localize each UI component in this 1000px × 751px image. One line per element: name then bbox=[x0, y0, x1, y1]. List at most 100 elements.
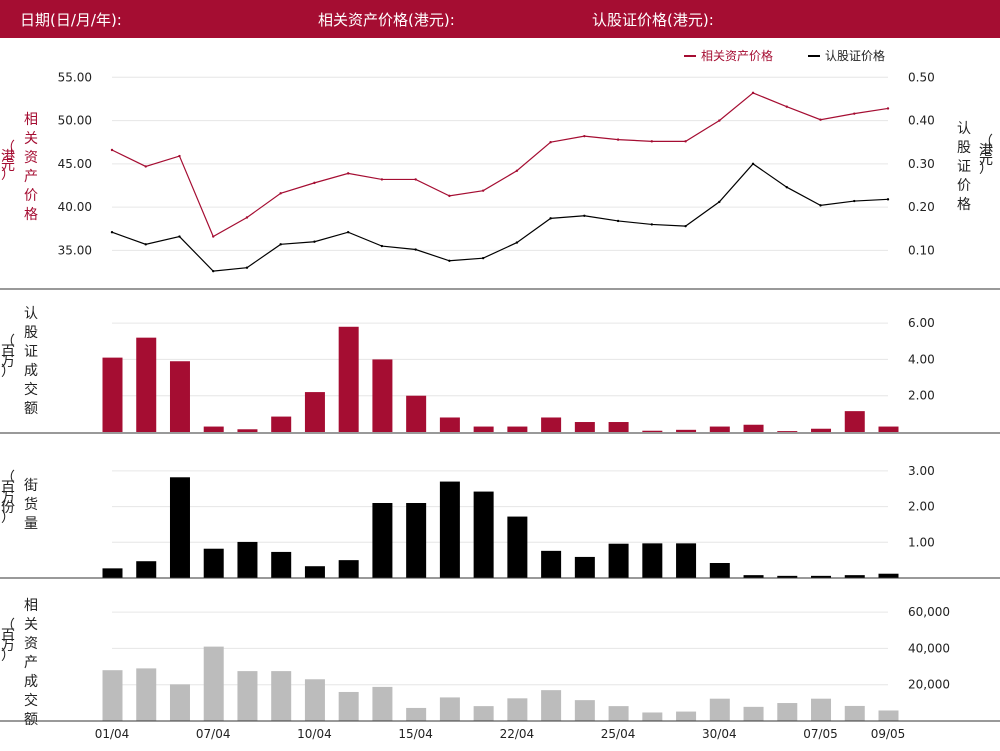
warrant-price-label: 认股证价格(港元): bbox=[592, 11, 714, 29]
y-left-axis-title: 价 bbox=[24, 188, 38, 204]
data-point bbox=[245, 266, 249, 269]
data-point bbox=[819, 204, 822, 207]
bar bbox=[304, 392, 325, 432]
y-right-axis-title: 股 bbox=[957, 140, 971, 156]
bar bbox=[439, 417, 460, 432]
y-right-axis-unit: 元 bbox=[979, 152, 993, 168]
y-left-axis-unit: 港 bbox=[1, 149, 15, 165]
data-point bbox=[515, 169, 519, 172]
y-left-axis-unit: 元 bbox=[1, 158, 15, 174]
data-point bbox=[346, 231, 350, 234]
bar bbox=[608, 706, 629, 721]
y-right-tick-label: 6.00 bbox=[908, 316, 935, 330]
bar bbox=[844, 705, 865, 721]
bar bbox=[676, 429, 697, 432]
y-axis-title-underlying-turnover-unit: 万 bbox=[1, 638, 15, 654]
y-left-axis-title: 相 bbox=[24, 112, 38, 128]
bar bbox=[574, 422, 595, 432]
bar bbox=[136, 337, 157, 432]
data-point bbox=[414, 178, 417, 181]
bar bbox=[406, 707, 427, 721]
y-right-tick-label: 1.00 bbox=[908, 535, 935, 549]
bar bbox=[608, 422, 629, 432]
y-right-tick-label: 0.20 bbox=[908, 200, 935, 214]
y-axis-title-underlying-turnover: 成 bbox=[24, 674, 38, 690]
y-axis-title-outstanding-unit: ） bbox=[1, 510, 15, 526]
bar bbox=[237, 429, 258, 432]
bar bbox=[271, 551, 292, 578]
data-point bbox=[616, 138, 620, 141]
x-tick-label: 22/04 bbox=[500, 727, 535, 741]
bar bbox=[709, 426, 730, 432]
data-point bbox=[718, 200, 721, 204]
data-point bbox=[650, 140, 654, 143]
y-right-tick-label: 0.40 bbox=[908, 114, 935, 128]
bar bbox=[642, 712, 663, 721]
y-axis-title-warrant-turnover-unit: 万 bbox=[1, 354, 15, 370]
y-right-tick-label: 60,000 bbox=[908, 605, 950, 619]
date-label: 日期(日/月/年): bbox=[20, 11, 122, 29]
data-point bbox=[279, 192, 282, 195]
bar bbox=[811, 575, 832, 578]
y-axis-title-warrant-turnover: 证 bbox=[24, 344, 38, 360]
data-point bbox=[481, 189, 485, 192]
bar bbox=[473, 491, 494, 578]
series-line-underlying bbox=[111, 92, 889, 238]
y-axis-title-warrant-turnover: 成 bbox=[24, 363, 38, 379]
data-point bbox=[583, 134, 586, 138]
data-point bbox=[785, 186, 788, 189]
bar bbox=[878, 573, 899, 578]
y-axis-title-warrant-turnover: 额 bbox=[24, 401, 38, 417]
y-left-tick-label: 55.00 bbox=[58, 70, 92, 84]
data-point bbox=[380, 178, 384, 181]
bar bbox=[541, 550, 562, 578]
y-right-tick-label: 20,000 bbox=[908, 678, 950, 692]
data-point bbox=[144, 165, 147, 168]
bar bbox=[473, 706, 494, 721]
bar bbox=[574, 700, 595, 721]
data-point bbox=[346, 172, 350, 175]
bar bbox=[372, 686, 393, 721]
bar bbox=[676, 711, 697, 721]
bar bbox=[811, 428, 832, 432]
y-left-tick-label: 40.00 bbox=[58, 200, 92, 214]
bar bbox=[642, 543, 663, 578]
y-axis-title-outstanding: 货 bbox=[24, 496, 38, 513]
underlying-price-label: 相关资产价格(港元): bbox=[318, 11, 455, 29]
y-axis-title-outstanding-unit: 万 bbox=[1, 490, 15, 506]
y-axis-title-underlying-turnover: 产 bbox=[24, 655, 38, 671]
y-right-axis-unit: ） bbox=[979, 161, 993, 177]
bar bbox=[203, 548, 224, 578]
bar bbox=[169, 684, 190, 721]
bar bbox=[574, 556, 595, 578]
y-right-axis-title: 认 bbox=[957, 121, 971, 137]
y-left-axis-unit: ） bbox=[1, 167, 15, 183]
y-axis-title-underlying-turnover: 相 bbox=[24, 598, 38, 614]
bar bbox=[136, 561, 157, 578]
legend-label-warrant: 认股证价格 bbox=[825, 48, 885, 63]
series-line-warrant bbox=[111, 163, 889, 272]
data-point bbox=[245, 216, 249, 219]
data-point bbox=[178, 235, 181, 238]
data-point bbox=[751, 162, 755, 166]
data-point bbox=[212, 235, 215, 238]
data-point bbox=[110, 148, 114, 152]
data-point bbox=[886, 198, 890, 201]
y-right-axis-unit: （ bbox=[979, 134, 993, 150]
y-left-tick-label: 50.00 bbox=[58, 114, 92, 128]
data-point bbox=[448, 194, 451, 198]
bar bbox=[136, 668, 157, 721]
y-axis-title-outstanding: 量 bbox=[24, 516, 38, 532]
x-tick-label: 09/05 bbox=[871, 727, 906, 741]
x-tick-label: 07/04 bbox=[196, 727, 231, 741]
bar bbox=[271, 416, 292, 432]
data-point bbox=[279, 243, 282, 246]
data-point bbox=[853, 112, 856, 115]
bar bbox=[777, 575, 798, 578]
y-axis-title-underlying-turnover: 交 bbox=[24, 692, 38, 709]
y-left-tick-label: 45.00 bbox=[58, 157, 92, 171]
bar bbox=[237, 671, 258, 721]
bar bbox=[406, 503, 427, 578]
bar bbox=[372, 503, 393, 578]
y-axis-title-warrant-turnover: 认 bbox=[24, 306, 38, 322]
